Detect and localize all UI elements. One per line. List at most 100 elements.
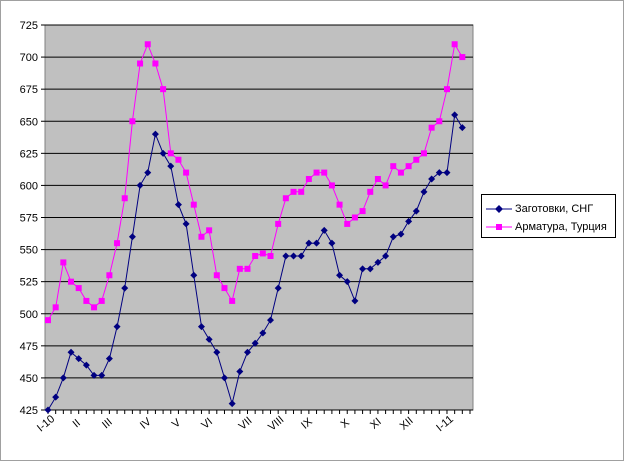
data-point [113, 323, 121, 331]
data-point [45, 317, 51, 324]
data-point [344, 220, 351, 227]
data-point [67, 348, 75, 356]
data-point [59, 374, 67, 382]
data-point [351, 297, 359, 305]
data-point [374, 176, 381, 182]
data-point [174, 201, 182, 209]
data-point [435, 169, 443, 177]
data-point [83, 297, 90, 304]
data-point [175, 156, 182, 163]
data-point [75, 355, 83, 363]
data-point [243, 348, 251, 356]
x-tick-label: I-10 [35, 413, 57, 434]
data-point [213, 272, 220, 279]
data-point [282, 252, 290, 260]
data-point [405, 163, 412, 170]
data-point [267, 253, 274, 259]
data-point [252, 253, 259, 259]
y-tick-label: 450 [20, 373, 38, 385]
data-point [44, 406, 52, 414]
data-point [52, 393, 60, 401]
legend-marker-1 [486, 205, 512, 213]
data-point [91, 304, 98, 311]
x-tick-label: VII [237, 415, 255, 433]
data-point [244, 265, 251, 272]
y-tick-label: 725 [20, 20, 38, 32]
data-point [451, 41, 458, 48]
data-point [458, 124, 466, 132]
x-tick-label: VI [199, 416, 215, 432]
data-point [359, 265, 367, 273]
data-point [305, 176, 312, 182]
data-point [220, 374, 228, 382]
data-point [420, 188, 428, 196]
data-point [405, 217, 413, 225]
data-point [343, 278, 351, 286]
data-point [389, 233, 397, 241]
x-tick-label: IX [299, 415, 315, 431]
data-point [274, 284, 282, 292]
data-point [98, 297, 105, 304]
data-point [121, 284, 129, 292]
data-point [52, 304, 59, 311]
x-tick-label: XI [368, 416, 384, 432]
data-point [228, 400, 236, 408]
data-point [313, 239, 321, 247]
data-point [267, 316, 275, 324]
data-point [413, 156, 420, 163]
legend-item-1: Заготовки, СНГ [486, 201, 593, 217]
data-point [382, 182, 389, 189]
data-point [443, 86, 450, 93]
data-point [282, 195, 289, 202]
data-point [160, 86, 167, 93]
x-tick-label: IV [138, 415, 154, 431]
y-tick-label: 600 [20, 180, 38, 192]
y-tick-label: 550 [20, 245, 38, 257]
data-point [128, 233, 136, 241]
y-tick-label: 500 [20, 309, 38, 321]
x-tick-label: I-11 [434, 413, 456, 434]
data-point [305, 239, 313, 247]
x-tick-label: V [170, 416, 184, 430]
x-tick-label: X [339, 416, 353, 430]
data-point [82, 361, 90, 369]
data-point [106, 272, 113, 279]
data-point [144, 169, 152, 177]
data-point [298, 188, 305, 195]
legend-label-2: Арматура, Турция [515, 221, 607, 233]
data-point [412, 207, 420, 215]
series-layer [44, 41, 466, 414]
data-point [121, 195, 128, 202]
y-tick-label: 525 [20, 277, 38, 289]
legend-label-1: Заготовки, СНГ [515, 203, 594, 215]
data-point [229, 297, 236, 304]
data-point [390, 163, 397, 170]
data-point [320, 226, 328, 234]
series-1 [44, 111, 466, 414]
data-point [436, 118, 443, 125]
y-tick-label: 575 [20, 213, 38, 225]
data-point [114, 240, 121, 247]
data-point [167, 150, 174, 157]
data-point [290, 188, 297, 195]
data-point [144, 41, 151, 48]
data-point [297, 252, 305, 260]
data-point [198, 233, 205, 240]
data-point [397, 230, 405, 238]
data-point [183, 169, 190, 176]
data-point [98, 371, 106, 379]
data-point [374, 258, 382, 266]
data-point [382, 252, 390, 260]
data-point [68, 278, 75, 285]
data-point [420, 150, 427, 157]
data-point [321, 169, 328, 176]
data-point [60, 259, 67, 266]
data-point [206, 227, 213, 234]
data-point [259, 329, 267, 337]
data-point [275, 220, 282, 227]
y-tick-label: 700 [20, 52, 38, 64]
data-point [359, 208, 366, 215]
y-tick-label: 625 [20, 148, 38, 160]
data-point [182, 220, 190, 228]
